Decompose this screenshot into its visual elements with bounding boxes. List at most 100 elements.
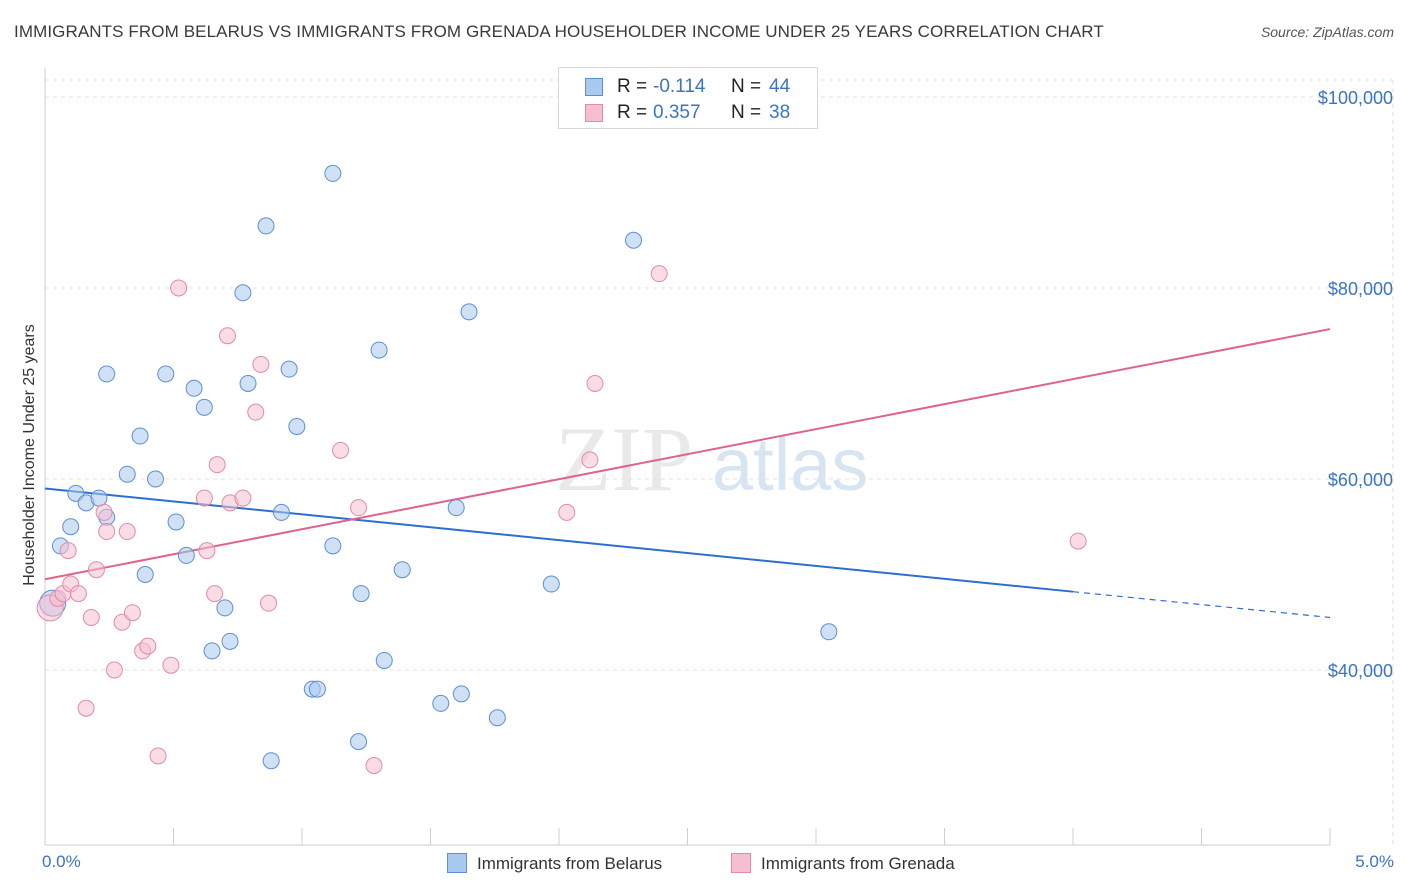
point-belarus xyxy=(262,752,280,770)
legend-label-grenada: Immigrants from Grenada xyxy=(761,854,955,873)
y-tick-label: $60,000 xyxy=(1328,470,1393,490)
point-belarus xyxy=(221,632,239,650)
point-grenada xyxy=(149,747,167,765)
n-label: N = xyxy=(731,76,762,97)
point-grenada xyxy=(1069,532,1087,550)
point-grenada xyxy=(77,699,95,717)
point-grenada xyxy=(69,585,87,603)
point-grenada xyxy=(123,604,141,622)
point-belarus xyxy=(177,546,195,564)
point-belarus xyxy=(352,585,370,603)
point-belarus xyxy=(185,379,203,397)
point-grenada xyxy=(586,375,604,392)
legend-swatch-grenada xyxy=(731,853,751,873)
point-grenada xyxy=(118,523,136,541)
point-grenada xyxy=(332,441,350,459)
watermark-zip: ZIP xyxy=(555,408,693,510)
point-belarus xyxy=(136,566,154,583)
stats-legend: R = -0.114 N = 44 R = 0.357 N = 38 xyxy=(558,67,818,129)
r-value-belarus: -0.114 xyxy=(653,76,706,97)
y-tick-label: $80,000 xyxy=(1328,279,1393,299)
n-value-grenada: 38 xyxy=(769,102,791,123)
point-grenada xyxy=(365,757,383,774)
point-grenada xyxy=(87,561,105,579)
point-belarus xyxy=(98,365,116,383)
point-belarus xyxy=(272,503,290,521)
point-belarus xyxy=(147,470,165,488)
point-grenada xyxy=(234,489,252,507)
y-tick-label: $100,000 xyxy=(1318,88,1393,108)
point-belarus xyxy=(488,709,506,727)
y-tick-labels: $40,000 $60,000 $80,000 $100,000 xyxy=(1318,88,1393,681)
point-belarus xyxy=(234,284,252,302)
axes xyxy=(44,68,1331,846)
point-belarus xyxy=(90,489,108,507)
x-tick-min: 0.0% xyxy=(42,852,81,871)
point-belarus xyxy=(239,375,257,392)
point-grenada xyxy=(206,585,224,603)
watermark-atlas: atlas xyxy=(712,423,868,506)
point-belarus xyxy=(280,360,298,378)
point-belarus xyxy=(375,651,393,669)
n-label: N = xyxy=(731,102,762,123)
point-belarus xyxy=(820,623,838,641)
legend-item-grenada: Immigrants from Grenada xyxy=(731,853,955,874)
point-belarus xyxy=(195,398,213,416)
point-belarus xyxy=(288,417,306,435)
r-value-grenada: 0.357 xyxy=(653,102,701,123)
swatch-grenada xyxy=(585,104,603,122)
point-belarus xyxy=(324,164,342,182)
point-belarus xyxy=(460,303,478,321)
point-belarus xyxy=(62,518,80,536)
point-grenada xyxy=(650,265,668,283)
point-grenada xyxy=(59,542,77,560)
point-belarus xyxy=(350,733,368,751)
point-belarus xyxy=(157,365,175,383)
point-grenada xyxy=(260,594,278,612)
point-grenada xyxy=(252,355,270,373)
chart-title: IMMIGRANTS FROM BELARUS VS IMMIGRANTS FR… xyxy=(14,22,1104,41)
legend-item-belarus: Immigrants from Belarus xyxy=(447,853,662,874)
legend-swatch-belarus xyxy=(447,853,467,873)
point-grenada xyxy=(82,608,100,626)
y-tick-label: $40,000 xyxy=(1328,661,1393,681)
point-belarus xyxy=(257,217,275,235)
point-grenada xyxy=(218,327,236,345)
point-grenada xyxy=(247,403,265,421)
point-grenada xyxy=(198,542,216,560)
source-label: Source: ZipAtlas.com xyxy=(1260,24,1394,40)
point-grenada xyxy=(208,456,226,474)
point-belarus xyxy=(370,341,388,359)
point-grenada xyxy=(170,279,188,297)
point-belarus xyxy=(167,513,185,531)
point-belarus xyxy=(203,642,221,660)
point-belarus xyxy=(393,561,411,579)
legend-label-belarus: Immigrants from Belarus xyxy=(477,854,663,873)
point-grenada xyxy=(162,656,180,674)
swatch-belarus xyxy=(585,78,603,96)
r-label: R = xyxy=(617,76,648,97)
point-belarus xyxy=(324,537,342,555)
point-belarus xyxy=(216,599,234,617)
point-belarus xyxy=(432,694,450,712)
n-value-belarus: 44 xyxy=(769,76,791,97)
point-grenada xyxy=(195,489,213,507)
point-belarus xyxy=(118,465,136,483)
trendline-belarus xyxy=(44,487,1074,593)
point-belarus xyxy=(131,427,149,445)
x-tick-max: 5.0% xyxy=(1355,852,1394,871)
point-grenada xyxy=(95,503,113,521)
point-belarus xyxy=(447,499,465,517)
trendline-grenada xyxy=(44,328,1331,581)
r-label: R = xyxy=(617,102,648,123)
trendline-belarus-extension xyxy=(1072,591,1331,619)
point-grenada xyxy=(581,451,599,469)
point-grenada xyxy=(350,499,368,517)
point-belarus xyxy=(542,575,560,593)
point-belarus xyxy=(625,231,643,249)
data-points xyxy=(36,164,1087,774)
point-grenada xyxy=(558,503,576,521)
point-grenada xyxy=(105,661,123,679)
point-grenada xyxy=(139,637,157,655)
